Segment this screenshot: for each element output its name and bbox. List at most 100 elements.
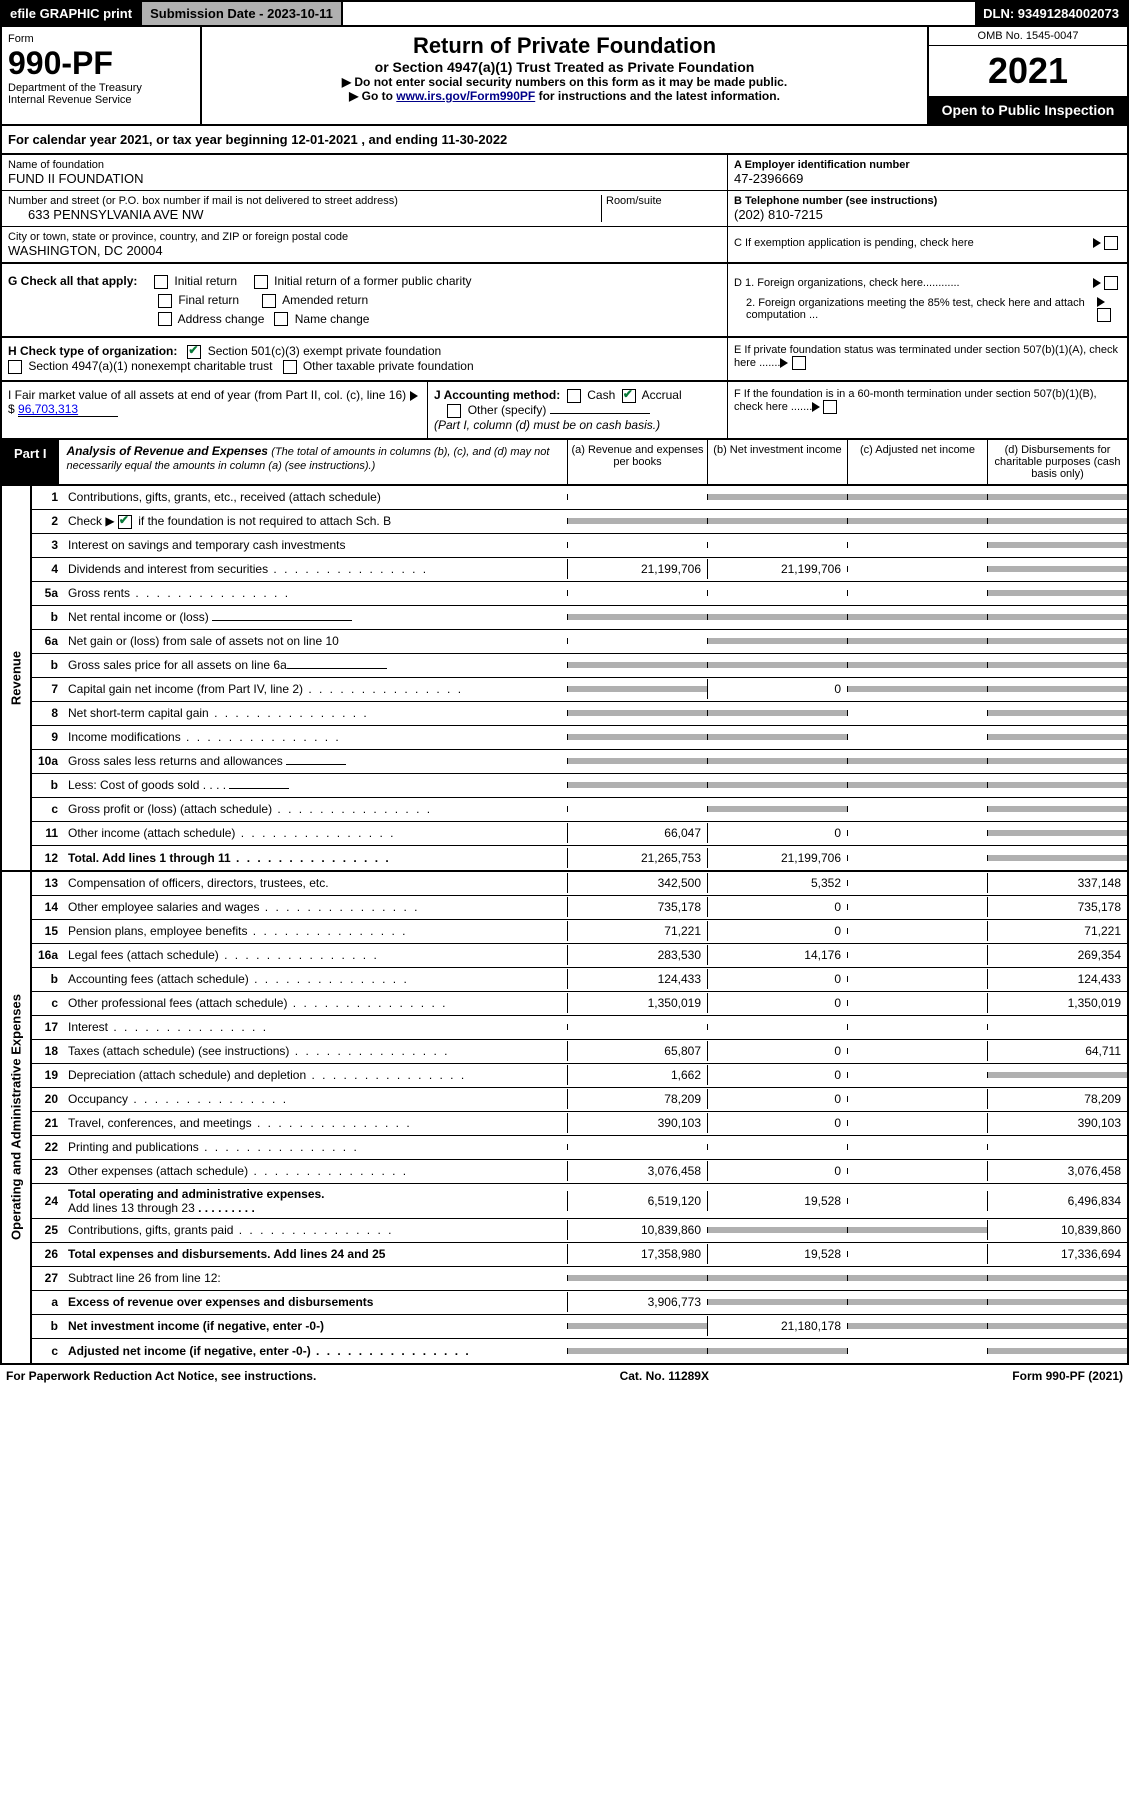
cash-checkbox[interactable]: [567, 389, 581, 403]
d1-checkbox[interactable]: [1104, 276, 1118, 290]
addr-label: Number and street (or P.O. box number if…: [8, 195, 601, 207]
part1-tab: Part I: [2, 440, 59, 484]
f-checkbox[interactable]: [823, 400, 837, 414]
val-20b: 0: [707, 1089, 847, 1109]
val-14d: 735,178: [987, 897, 1127, 917]
d2-label: 2. Foreign organizations meeting the 85%…: [734, 297, 1097, 321]
val-13a: 342,500: [567, 873, 707, 893]
goto-pre: ▶ Go to: [349, 89, 396, 103]
val-16bd: 124,433: [987, 969, 1127, 989]
row-5a: Gross rents: [64, 583, 567, 603]
s4947-checkbox[interactable]: [8, 360, 22, 374]
form-title: Return of Private Foundation: [208, 33, 921, 59]
val-12a: 21,265,753: [567, 848, 707, 868]
top-bar: efile GRAPHIC print Submission Date - 20…: [0, 0, 1129, 27]
instruction-line-1: ▶ Do not enter social security numbers o…: [208, 75, 921, 89]
val-4a: 21,199,706: [567, 559, 707, 579]
h-label: H Check type of organization:: [8, 344, 177, 358]
i-label: I Fair market value of all assets at end…: [8, 388, 406, 402]
val-20d: 78,209: [987, 1089, 1127, 1109]
row-20: Occupancy: [64, 1089, 567, 1109]
row-10b: Less: Cost of goods sold . . . .: [64, 775, 567, 795]
arrow-icon: [1093, 238, 1101, 248]
val-16cb: 0: [707, 993, 847, 1013]
open-public: Open to Public Inspection: [929, 96, 1127, 124]
f-label: F If the foundation is in a 60-month ter…: [734, 388, 1097, 413]
exemption-checkbox[interactable]: [1104, 236, 1118, 250]
val-16aa: 283,530: [567, 945, 707, 965]
row-8: Net short-term capital gain: [64, 703, 567, 723]
j-label: J Accounting method:: [434, 388, 560, 402]
val-18a: 65,807: [567, 1041, 707, 1061]
arrow-icon: [1093, 278, 1101, 288]
row-18: Taxes (attach schedule) (see instruction…: [64, 1041, 567, 1061]
revenue-side-label: Revenue: [9, 651, 24, 705]
form-url-link[interactable]: www.irs.gov/Form990PF: [396, 89, 535, 103]
col-a-head: (a) Revenue and expenses per books: [567, 440, 707, 484]
val-12b: 21,199,706: [707, 848, 847, 868]
schb-checkbox[interactable]: [118, 515, 132, 529]
omb-number: OMB No. 1545-0047: [929, 27, 1127, 46]
name-change-cb[interactable]: [274, 312, 288, 326]
d2-checkbox[interactable]: [1097, 308, 1111, 322]
val-4b: 21,199,706: [707, 559, 847, 579]
h-section: H Check type of organization: Section 50…: [0, 338, 1129, 382]
amended-return-cb[interactable]: [262, 294, 276, 308]
row-22: Printing and publications: [64, 1137, 567, 1157]
s501-label: Section 501(c)(3) exempt private foundat…: [208, 344, 441, 358]
row-27c: Adjusted net income (if negative, enter …: [64, 1341, 567, 1361]
val-16ad: 269,354: [987, 945, 1127, 965]
city-label: City or town, state or province, country…: [8, 231, 721, 243]
val-15d: 71,221: [987, 921, 1127, 941]
other-checkbox[interactable]: [447, 404, 461, 418]
val-21d: 390,103: [987, 1113, 1127, 1133]
initial-former-cb[interactable]: [254, 275, 268, 289]
addr-change-label: Address change: [178, 312, 265, 326]
row-1: Contributions, gifts, grants, etc., rece…: [64, 487, 567, 507]
footer-left: For Paperwork Reduction Act Notice, see …: [6, 1369, 316, 1383]
other-tax-checkbox[interactable]: [283, 360, 297, 374]
final-return-cb[interactable]: [158, 294, 172, 308]
row-2: Check ▶ if the foundation is not require…: [64, 511, 567, 532]
initial-return-cb[interactable]: [154, 275, 168, 289]
row-3: Interest on savings and temporary cash i…: [64, 535, 567, 555]
g-section: G Check all that apply: Initial return I…: [0, 264, 1129, 338]
row-6b: Gross sales price for all assets on line…: [64, 655, 567, 675]
row-5b: Net rental income or (loss): [64, 607, 567, 627]
arrow-icon: [812, 402, 820, 412]
row-6a: Net gain or (loss) from sale of assets n…: [64, 631, 567, 651]
row-16c: Other professional fees (attach schedule…: [64, 993, 567, 1013]
col-b-head: (b) Net investment income: [707, 440, 847, 484]
row-25: Contributions, gifts, grants paid: [64, 1220, 567, 1240]
val-26d: 17,336,694: [987, 1244, 1127, 1264]
g-label: G Check all that apply:: [8, 274, 137, 288]
e-checkbox[interactable]: [792, 356, 806, 370]
addr-change-cb[interactable]: [158, 312, 172, 326]
tax-year: 2021: [929, 46, 1127, 96]
val-16bb: 0: [707, 969, 847, 989]
accrual-checkbox[interactable]: [622, 389, 636, 403]
val-23a: 3,076,458: [567, 1161, 707, 1181]
row-12: Total. Add lines 1 through 11: [64, 848, 567, 868]
col-d-head: (d) Disbursements for charitable purpose…: [987, 440, 1127, 484]
room-label: Room/suite: [601, 195, 721, 222]
fmv-value[interactable]: 96,703,313: [18, 402, 118, 417]
val-25a: 10,839,860: [567, 1220, 707, 1240]
s501-checkbox[interactable]: [187, 345, 201, 359]
val-26b: 19,528: [707, 1244, 847, 1264]
phone-value: (202) 810-7215: [734, 207, 1121, 222]
val-15b: 0: [707, 921, 847, 941]
s4947-label: Section 4947(a)(1) nonexempt charitable …: [28, 359, 272, 373]
name-label: Name of foundation: [8, 159, 721, 171]
row-23: Other expenses (attach schedule): [64, 1161, 567, 1181]
row-27a: Excess of revenue over expenses and disb…: [64, 1292, 567, 1312]
val-24b: 19,528: [707, 1191, 847, 1211]
expenses-side-label: Operating and Administrative Expenses: [9, 994, 24, 1240]
val-18b: 0: [707, 1041, 847, 1061]
dept-treasury: Department of the Treasury: [8, 82, 194, 94]
part1-title: Analysis of Revenue and Expenses: [67, 444, 268, 458]
arrow-icon: [780, 358, 788, 368]
revenue-table: Revenue 1Contributions, gifts, grants, e…: [0, 486, 1129, 872]
row-7: Capital gain net income (from Part IV, l…: [64, 679, 567, 699]
final-return-label: Final return: [178, 293, 239, 307]
